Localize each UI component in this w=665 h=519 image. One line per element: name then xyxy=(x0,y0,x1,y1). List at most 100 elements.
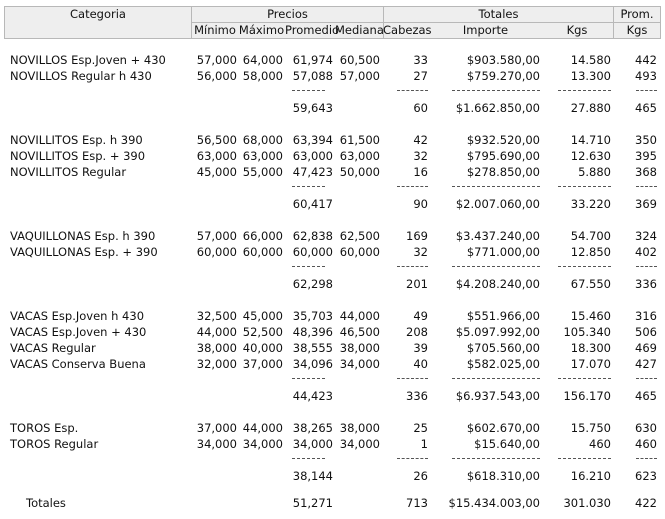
cell-value: 55,000 xyxy=(242,165,283,179)
category-name: VACAS Esp.Joven + 430 xyxy=(10,325,147,339)
cell-value: $602.670,00 xyxy=(466,421,540,435)
separator xyxy=(452,378,540,379)
cell-value: 44,000 xyxy=(339,309,380,323)
column-header: Máximo xyxy=(238,23,285,37)
cell-value: 54.700 xyxy=(570,229,611,243)
cell-value: 316 xyxy=(635,309,657,323)
cell-value: 493 xyxy=(635,69,657,83)
header-label: Precios xyxy=(267,7,308,21)
separator xyxy=(397,186,428,187)
subtotal-value: 90 xyxy=(413,197,428,211)
cell-value: 25 xyxy=(413,421,428,435)
column-header: Mediana xyxy=(335,23,384,37)
separator xyxy=(292,90,325,91)
cell-value: 60,000 xyxy=(242,245,283,259)
cell-value: 15.750 xyxy=(570,421,611,435)
cell-value: 38,555 xyxy=(292,341,333,355)
cell-value: 38,000 xyxy=(339,341,380,355)
cell-value: $771.000,00 xyxy=(466,245,540,259)
cell-value: 37,000 xyxy=(242,357,283,371)
separator xyxy=(397,90,428,91)
subtotal-value: 465 xyxy=(635,389,657,403)
cell-value: 12.630 xyxy=(570,149,611,163)
cell-value: 18.300 xyxy=(570,341,611,355)
cell-value: 61,500 xyxy=(339,133,380,147)
cell-value: 34,096 xyxy=(292,357,333,371)
cell-value: 63,000 xyxy=(292,149,333,163)
cell-value: $278.850,00 xyxy=(466,165,540,179)
cell-value: 45,000 xyxy=(196,165,237,179)
separator xyxy=(292,186,325,187)
cell-value: 13.300 xyxy=(570,69,611,83)
cell-value: 62,500 xyxy=(339,229,380,243)
separator xyxy=(636,90,657,91)
separator xyxy=(292,378,325,379)
cell-value: 402 xyxy=(635,245,657,259)
category-name: NOVILLOS Regular h 430 xyxy=(10,69,152,83)
separator xyxy=(558,90,611,91)
cell-value: 40 xyxy=(413,357,428,371)
cell-value: 14.580 xyxy=(570,53,611,67)
separator xyxy=(452,458,540,459)
cell-value: $932.520,00 xyxy=(466,133,540,147)
subtotal-value: 60 xyxy=(413,101,428,115)
cell-value: 57,000 xyxy=(339,69,380,83)
category-name: NOVILLITOS Esp. + 390 xyxy=(10,149,146,163)
cell-value: 49 xyxy=(413,309,428,323)
cell-value: 16 xyxy=(413,165,428,179)
separator xyxy=(636,186,657,187)
subtotal-value: 465 xyxy=(635,101,657,115)
separator xyxy=(292,266,325,267)
total-value: 301.030 xyxy=(563,496,611,510)
category-name: VACAS Conserva Buena xyxy=(10,357,146,371)
cell-value: 32,500 xyxy=(196,309,237,323)
cell-value: 57,000 xyxy=(196,53,237,67)
column-header: Kgs xyxy=(626,23,648,37)
cell-value: 60,000 xyxy=(292,245,333,259)
total-value: 713 xyxy=(406,496,428,510)
category-name: VACAS Esp.Joven h 430 xyxy=(10,309,145,323)
cell-value: 60,000 xyxy=(196,245,237,259)
subtotal-value: 336 xyxy=(406,389,428,403)
column-header: Kgs xyxy=(566,23,588,37)
column-header: Importe xyxy=(462,23,509,37)
cell-value: 169 xyxy=(406,229,428,243)
column-header: Mínimo xyxy=(194,23,236,37)
subtotal-value: 336 xyxy=(635,277,657,291)
cell-value: 1 xyxy=(420,437,428,451)
cell-value: 61,974 xyxy=(292,53,333,67)
separator xyxy=(397,378,428,379)
cell-value: 38,265 xyxy=(292,421,333,435)
category-name: VACAS Regular xyxy=(10,341,96,355)
cell-value: 63,000 xyxy=(339,149,380,163)
header-label: Prom. xyxy=(620,7,654,21)
cell-value: $551.966,00 xyxy=(466,309,540,323)
separator xyxy=(452,186,540,187)
cell-value: 630 xyxy=(635,421,657,435)
total-value: 422 xyxy=(635,496,657,510)
category-name: TOROS Esp. xyxy=(10,421,79,435)
separator xyxy=(558,458,611,459)
cell-value: 34,000 xyxy=(196,437,237,451)
cell-value: 52,500 xyxy=(242,325,283,339)
cell-value: 395 xyxy=(635,149,657,163)
cell-value: 34,000 xyxy=(242,437,283,451)
subtotal-value: 369 xyxy=(635,197,657,211)
cell-value: 56,500 xyxy=(196,133,237,147)
cell-value: 27 xyxy=(413,69,428,83)
separator xyxy=(636,458,657,459)
cell-value: 35,703 xyxy=(292,309,333,323)
cell-value: 63,394 xyxy=(292,133,333,147)
cell-value: $3.437.240,00 xyxy=(455,229,540,243)
header-cell xyxy=(613,22,661,39)
cell-value: 40,000 xyxy=(242,341,283,355)
cell-value: 39 xyxy=(413,341,428,355)
cell-value: 47,423 xyxy=(292,165,333,179)
totals-label: Totales xyxy=(26,496,66,510)
separator xyxy=(558,266,611,267)
cell-value: $795.690,00 xyxy=(466,149,540,163)
cell-value: $15.640,00 xyxy=(474,437,540,451)
subtotal-value: 60,417 xyxy=(292,197,333,211)
subtotal-value: $4.208.240,00 xyxy=(455,277,540,291)
cell-value: 57,000 xyxy=(196,229,237,243)
